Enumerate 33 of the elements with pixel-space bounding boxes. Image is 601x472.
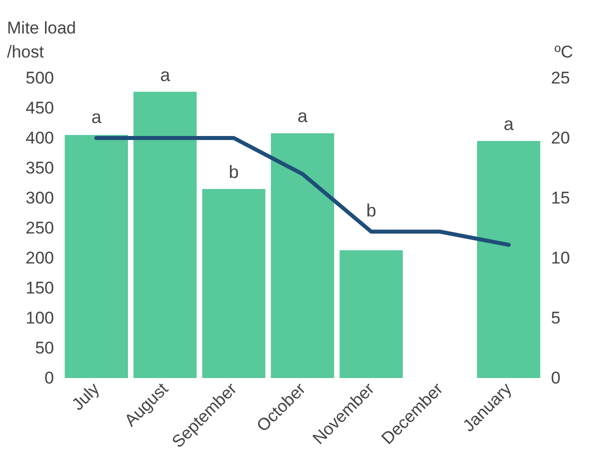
y-tick-label: 100 [26,308,54,328]
y-tick-label: 300 [26,188,54,208]
line-series [94,136,511,247]
y-axis-title: Mite load /host [7,18,76,62]
annotation: a [504,114,515,134]
bar [270,133,334,378]
annotation: a [91,107,102,127]
y2-tick-label: 20 [551,128,570,148]
y-tick-label: 500 [26,68,54,88]
bar [64,135,128,378]
bar [202,189,266,378]
y-tick-label: 150 [26,278,54,298]
y2-tick-label: 10 [551,248,570,268]
annotation: a [297,106,308,126]
y2-tick-label: 0 [551,368,560,388]
bar [477,141,540,378]
x-tick-label: July [68,378,104,414]
bar [340,250,403,378]
y2-tick-label: 25 [551,68,570,88]
y2-axis-title: ºC [554,42,573,62]
y2-tick-label: 15 [551,188,570,208]
y-tick-label: 450 [26,98,54,118]
y2-tick-label: 5 [551,308,560,328]
y-tick-label: 50 [35,338,54,358]
annotation: a [160,64,172,85]
y-tick-label: 200 [26,248,54,268]
y-tick-label: 400 [26,128,54,148]
annotation: b [228,162,239,182]
y-tick-label: 350 [26,158,54,178]
annotation: b [366,200,376,221]
y-tick-label: 0 [44,368,54,388]
bar [133,92,197,378]
y-tick-label: 250 [26,218,54,238]
